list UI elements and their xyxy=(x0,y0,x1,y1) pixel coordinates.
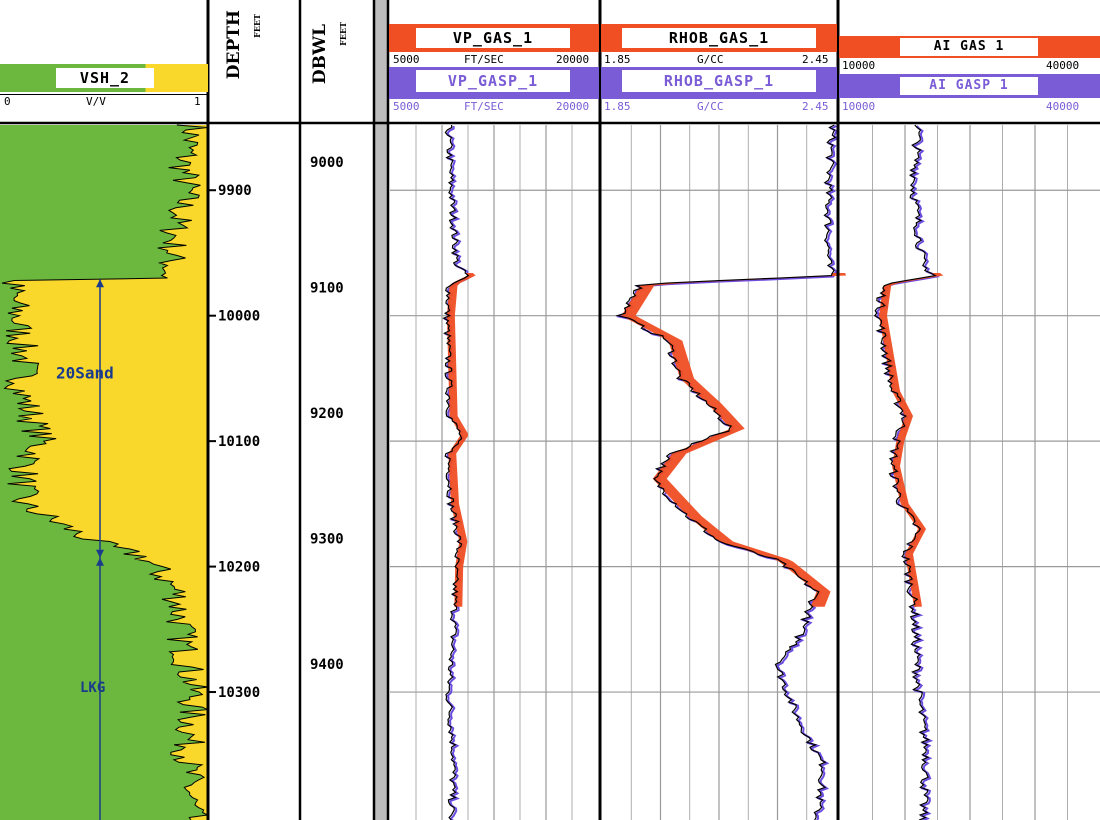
gasp-curve-rhob_gas_1 xyxy=(615,125,839,820)
vsh-min: 0 xyxy=(4,95,11,108)
rhob-gas-max: 2.45 xyxy=(802,53,829,66)
zone-label-20sand: 20Sand xyxy=(56,364,114,383)
vp-gas-title: VP_GAS_1 xyxy=(416,28,570,48)
depth-title: DEPTH xyxy=(224,10,244,80)
dbwl-tick-label: 9300 xyxy=(310,532,344,548)
vp-gasp-unit: FT/SEC xyxy=(464,100,504,113)
vsh-scale-line xyxy=(0,94,208,95)
rhob-gasp-min: 1.85 xyxy=(604,100,631,113)
vsh-unit: V/V xyxy=(86,95,106,108)
rhob-gas-unit: G/CC xyxy=(697,53,724,66)
vp-gas-min: 5000 xyxy=(393,53,420,66)
rhob-gas-min: 1.85 xyxy=(604,53,631,66)
depth-tick-label: 10000 xyxy=(218,309,260,325)
shale-fill xyxy=(0,125,208,820)
rhob-gasp-title: RHOB_GASP_1 xyxy=(622,70,816,92)
dbwl-tick-label: 9000 xyxy=(310,155,344,171)
ai-gasp-title: AI GASP 1 xyxy=(900,77,1038,95)
zone-arrow-head xyxy=(96,557,104,566)
dbwl-tick-label: 9400 xyxy=(310,657,344,673)
vp-gasp-max: 20000 xyxy=(556,100,590,113)
zone-label-lkg: LKG xyxy=(80,680,105,696)
ai-gas-title: AI GAS 1 xyxy=(900,38,1038,56)
vsh-track xyxy=(0,124,210,820)
dbwl-unit: FEET xyxy=(338,22,348,46)
dbwl-tick-label: 9200 xyxy=(310,406,344,422)
gridlines xyxy=(390,125,1100,820)
gasp-curve-ai_gas_1 xyxy=(875,125,940,820)
zone-arrow-head xyxy=(96,279,104,288)
rhob-gasp-unit: G/CC xyxy=(697,100,724,113)
depth-tick-label: 10200 xyxy=(218,560,260,576)
rhob-gasp-max: 2.45 xyxy=(802,100,829,113)
depth-track: 9900 10000 10100 10200 10300 9000 9100 9200 9300… xyxy=(208,155,344,701)
depth-unit: FEET xyxy=(252,14,262,38)
vp-gasp-min: 5000 xyxy=(393,100,420,113)
rhob-gas-title: RHOB_GAS_1 xyxy=(622,28,816,48)
vp-gas-max: 20000 xyxy=(556,53,590,66)
dbwl-title: DBWL xyxy=(310,24,330,85)
vsh-max: 1 xyxy=(194,95,201,108)
vsh-curve xyxy=(1,124,210,820)
dbwl-tick-label: 9100 xyxy=(310,281,344,297)
vp-gas-unit: FT/SEC xyxy=(464,53,504,66)
zone-arrow-head xyxy=(96,549,104,558)
ai-gas-min: 10000 xyxy=(842,59,876,72)
gas-fill-vp_gas_1 xyxy=(446,273,476,607)
ai-gas-max: 40000 xyxy=(1046,59,1080,72)
gas-curve-ai_gas_1 xyxy=(873,124,937,820)
depth-tick-label: 10100 xyxy=(218,434,260,450)
vp-gasp-title: VP_GASP_1 xyxy=(416,70,570,92)
log-curves xyxy=(442,124,944,820)
gas-curve-rhob_gas_1 xyxy=(615,124,837,820)
gray-separator xyxy=(374,0,388,820)
vsh-title: VSH_2 xyxy=(56,68,154,88)
zone-markers: 20Sand LKG xyxy=(56,279,114,820)
gas-fill-ai_gas_1 xyxy=(879,273,944,607)
ai-gasp-max: 40000 xyxy=(1046,100,1080,113)
gas-fill-rhob_gas_1 xyxy=(621,273,847,607)
ai-gasp-min: 10000 xyxy=(842,100,876,113)
depth-tick-label: 10300 xyxy=(218,685,260,701)
depth-tick-label: 9900 xyxy=(218,183,252,199)
gas-curve-vp_gas_1 xyxy=(442,124,470,820)
